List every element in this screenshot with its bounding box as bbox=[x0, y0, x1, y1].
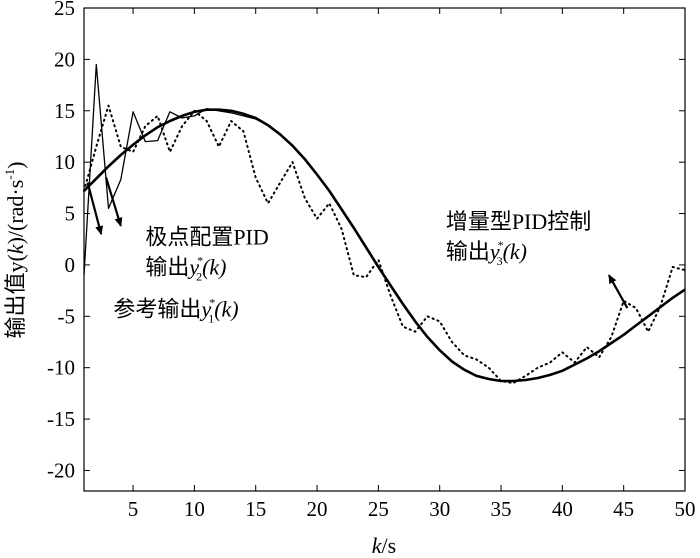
annotation-label: 增量型PID控制 bbox=[446, 209, 591, 234]
series-line-dotted bbox=[83, 104, 686, 385]
x-tick-label: 10 bbox=[184, 497, 205, 521]
x-axis-var: k bbox=[372, 533, 383, 558]
x-tick-label: 50 bbox=[675, 497, 696, 521]
annotation-text: 极点配置PID bbox=[145, 224, 268, 249]
annotation-text: 参考输出 bbox=[113, 296, 201, 321]
x-tick-label: 40 bbox=[552, 497, 573, 521]
plot-frame bbox=[83, 7, 686, 492]
annotation-arrow bbox=[105, 177, 123, 227]
axis-ticks bbox=[84, 7, 686, 491]
x-tick-label: 25 bbox=[368, 497, 389, 521]
x-tick-label: 30 bbox=[429, 497, 450, 521]
series-lines bbox=[83, 63, 686, 385]
annotation-label: 输出y* 3(k) bbox=[446, 238, 527, 268]
annotation-text: 增量型PID控制 bbox=[446, 209, 591, 234]
annotation-sup: * bbox=[209, 295, 215, 309]
y-axis-end: ) bbox=[3, 161, 28, 168]
y-axis-title: 输出值y(k)/(rad·s-1) bbox=[2, 161, 28, 338]
y-tick-label: 5 bbox=[65, 202, 76, 226]
y-tick-label: -5 bbox=[58, 304, 76, 328]
annotation-text: 输出 bbox=[446, 239, 490, 264]
x-tick-label: 45 bbox=[613, 497, 634, 521]
annotation-arrow bbox=[607, 274, 629, 309]
annotation-sub: 2 bbox=[196, 269, 202, 283]
annotation-text: 输出 bbox=[145, 254, 189, 279]
y-tick-label: 15 bbox=[54, 99, 75, 123]
y-axis-var: k bbox=[3, 243, 28, 254]
y-tick-label: 25 bbox=[54, 0, 75, 20]
y-tick-label: -20 bbox=[47, 458, 75, 482]
x-axis-title: k/s bbox=[372, 533, 396, 558]
y-axis-suffix: )/(rad·s bbox=[3, 180, 28, 245]
annotation-arrow bbox=[86, 182, 104, 236]
annotation-sup: * bbox=[498, 238, 504, 252]
x-tick-label: 15 bbox=[245, 497, 266, 521]
series-line-thin bbox=[83, 63, 686, 382]
y-axis-sup: -1 bbox=[2, 169, 17, 180]
annotation-sup: * bbox=[197, 253, 203, 267]
x-tick-label: 5 bbox=[128, 497, 139, 521]
annotation-sub: 3 bbox=[497, 254, 503, 268]
annotation-sub: 1 bbox=[208, 311, 214, 325]
annotation-label: 极点配置PID bbox=[145, 224, 268, 249]
annotation-arg: (k) bbox=[503, 239, 527, 264]
x-tick-label: 20 bbox=[307, 497, 328, 521]
annotation-label: 输出y* 2(k) bbox=[145, 253, 226, 283]
annotation-var: y bbox=[488, 239, 500, 264]
x-tick-label: 35 bbox=[491, 497, 512, 521]
y-tick-label: 0 bbox=[65, 253, 76, 277]
annotation-var: y bbox=[199, 296, 211, 321]
x-axis-unit: /s bbox=[382, 533, 397, 558]
y-tick-label: -15 bbox=[47, 407, 75, 431]
y-tick-label: 10 bbox=[54, 150, 75, 174]
y-tick-labels: -20 -15 -10 -5 0 5 10 15 20 25 bbox=[47, 0, 75, 482]
annotation-label: 参考输出y* 1(k) bbox=[113, 295, 238, 325]
annotation-arg: (k) bbox=[202, 254, 226, 279]
y-axis-prefix: 输出值y( bbox=[3, 254, 28, 338]
annotation-arg: (k) bbox=[214, 296, 238, 321]
x-tick-labels: 5 10 15 20 25 30 35 40 45 50 bbox=[128, 497, 696, 521]
y-tick-label: -10 bbox=[47, 356, 75, 380]
annotation-var: y bbox=[187, 254, 199, 279]
y-tick-label: 20 bbox=[54, 47, 75, 71]
